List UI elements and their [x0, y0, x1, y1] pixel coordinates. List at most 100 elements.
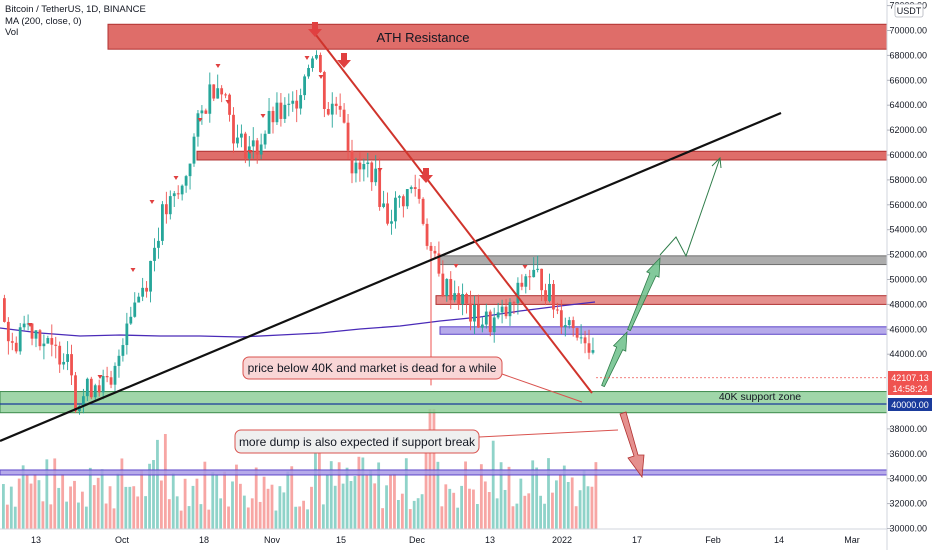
time-tick-label: 2022 — [552, 535, 572, 545]
candle-body — [26, 323, 30, 325]
candle-body — [66, 354, 69, 362]
volume-bar — [53, 458, 57, 529]
candle-body — [291, 100, 295, 104]
volume-bar — [195, 478, 199, 529]
volume-bar — [397, 499, 400, 529]
candle-body — [109, 377, 113, 385]
candle-body — [129, 316, 133, 324]
candle-body — [93, 385, 97, 398]
candle-body — [480, 324, 484, 328]
candle-body — [330, 103, 334, 115]
volume-bar — [345, 467, 349, 529]
candle-body — [38, 330, 42, 347]
volume-bar — [503, 489, 507, 529]
volume-bar — [436, 461, 440, 529]
volume-bar — [203, 461, 207, 529]
volume-bar — [472, 489, 475, 529]
candle-body — [571, 320, 575, 329]
volume-bar — [250, 498, 254, 529]
candle-body — [465, 293, 468, 304]
vol-legend-line[interactable]: Vol — [5, 27, 19, 38]
candle-body — [113, 365, 117, 385]
time-tick-label: Mar — [844, 535, 860, 545]
volume-bar — [294, 506, 298, 529]
marker-triangle — [318, 75, 324, 79]
volume-bar — [523, 495, 527, 529]
volume-bar — [298, 506, 302, 529]
volume-bar — [246, 507, 250, 529]
candle-body — [528, 276, 532, 278]
volume-bar — [120, 458, 124, 529]
purple-zone-46k — [439, 326, 888, 335]
volume-bar — [468, 488, 471, 529]
candle-body — [441, 273, 445, 297]
candle-body — [192, 136, 196, 164]
candle-body — [370, 162, 374, 183]
candle-body — [556, 309, 559, 311]
candle-body — [145, 287, 148, 292]
candle-body — [453, 293, 457, 301]
candle-body — [180, 185, 184, 195]
candle-body — [232, 114, 235, 144]
callout-2[interactable]: more dump is also expected if support br… — [234, 429, 480, 454]
volume-bar — [148, 463, 151, 529]
candles — [3, 50, 595, 415]
volume-bar — [239, 483, 242, 529]
candle-body — [101, 376, 105, 393]
down-arrow-2 — [341, 53, 347, 60]
candle-body — [326, 108, 330, 115]
volume-bar — [57, 487, 61, 529]
price-tick-label: 56000.00 — [889, 200, 927, 210]
volume-bar — [408, 509, 412, 529]
candle-body — [121, 345, 125, 356]
candle-body — [401, 196, 405, 207]
candle-body — [263, 133, 267, 145]
marker-triangle — [197, 118, 203, 122]
volume-bar — [144, 496, 147, 529]
candle-body — [271, 110, 275, 123]
candle-body — [374, 168, 378, 183]
volume-bar — [349, 481, 353, 529]
callout-1-text: price below 40K and market is dead for a… — [248, 361, 497, 375]
time-tick-label: 17 — [632, 535, 642, 545]
candle-body — [461, 293, 464, 305]
candle-body — [311, 58, 314, 68]
candle-body — [153, 247, 156, 261]
volume-bar — [416, 498, 420, 529]
volume-bar — [140, 470, 144, 529]
price-tick-label: 58000.00 — [889, 175, 927, 185]
candle-body — [390, 221, 393, 224]
volume-bar — [227, 506, 230, 529]
candle-body — [82, 396, 85, 407]
volume-bar — [61, 474, 65, 529]
price-tick-label: 36000.00 — [889, 449, 927, 459]
candle-body — [10, 341, 14, 343]
volume-bar — [314, 434, 317, 529]
marker-triangle — [173, 176, 179, 180]
projection-zigzag-head — [711, 156, 722, 169]
symbol-line[interactable]: Bitcoin / TetherUS, 1D, BINANCE — [5, 4, 146, 15]
volume-bar — [183, 478, 187, 529]
price-tick-label: 34000.00 — [889, 474, 927, 484]
ascending-trendline — [0, 111, 782, 443]
volume-bar — [254, 467, 258, 529]
volume-bar — [511, 506, 515, 529]
volume-bar — [69, 486, 72, 529]
volume-bar — [389, 474, 392, 529]
candle-body — [319, 54, 322, 73]
callout-1[interactable]: price below 40K and market is dead for a… — [242, 356, 503, 380]
volume-bar — [124, 486, 128, 529]
candle-body — [354, 162, 358, 174]
marker-triangle — [27, 323, 33, 327]
volume-bar — [420, 494, 424, 529]
candle-body — [240, 133, 243, 138]
volume-bar — [428, 409, 432, 529]
volume-bar — [187, 506, 191, 529]
ma-legend-line[interactable]: MA (200, close, 0) — [5, 15, 82, 27]
volume-bar — [223, 471, 226, 529]
candle-body — [334, 103, 338, 106]
volume-bar — [152, 460, 155, 529]
callout-2-text: more dump is also expected if support br… — [239, 435, 476, 449]
candle-body — [512, 302, 516, 304]
